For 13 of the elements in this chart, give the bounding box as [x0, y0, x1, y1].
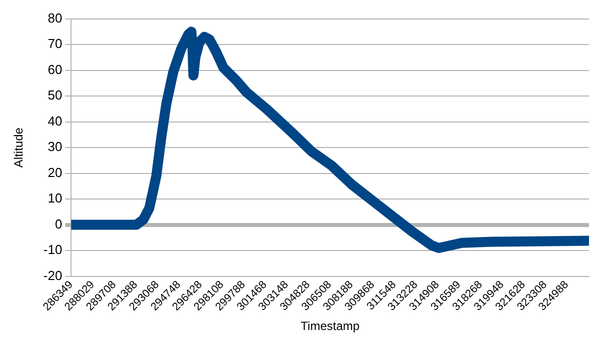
- y-tick-label: -20: [43, 268, 62, 283]
- x-axis-title: Timestamp: [300, 319, 360, 334]
- y-tick-label: 40: [48, 113, 62, 128]
- y-tick-label: 30: [48, 139, 62, 154]
- y-tick-label: 0: [54, 216, 62, 232]
- y-tick-label: 60: [48, 62, 62, 77]
- y-axis-title: Altitude: [12, 127, 26, 168]
- y-tick-label: 80: [48, 10, 62, 26]
- y-tick-label: 10: [48, 190, 62, 206]
- y-tick-label: -10: [43, 242, 62, 258]
- y-tick-label: 50: [48, 88, 62, 103]
- y-tick-label: 70: [48, 36, 62, 52]
- y-tick-label: 20: [48, 164, 62, 180]
